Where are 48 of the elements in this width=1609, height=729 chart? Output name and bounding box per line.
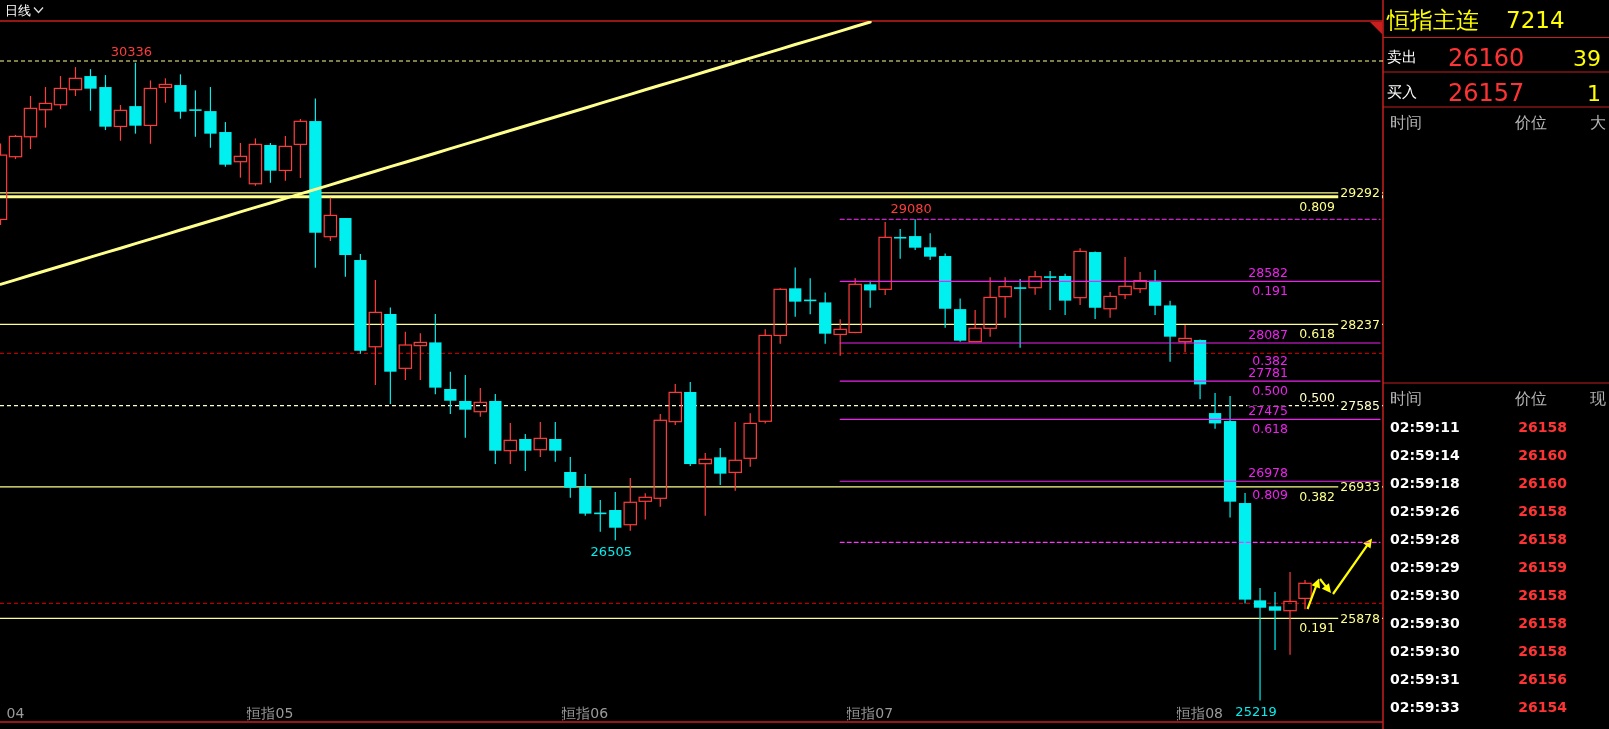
series-label: 28087 [1248,327,1288,343]
text: 39 [1573,46,1601,71]
text: 买入 [1387,83,1417,101]
annotation: 0.500 [1252,383,1289,399]
text: 02:59:33 26154 [1390,698,1568,715]
text: 02:59:30 26158 [1390,642,1567,659]
text: 02:59:30 26158 [1390,614,1567,631]
series-label: 27475 [1248,403,1288,419]
annotation: 0.809 [1252,487,1289,503]
text: 1 [1587,81,1601,106]
annotation: 25219 [1235,704,1277,720]
annotation: 29080 [890,200,932,216]
text: 价位 [1514,389,1547,408]
annotation: 0.191 [1252,283,1288,299]
text: 恒指主连 [1386,7,1479,33]
chart-title: 日线 [5,3,31,18]
annotation: 0.500 [1299,389,1336,405]
text: 02:59:14 26160 [1390,446,1568,463]
text: 大 [1590,113,1606,132]
text: 02:59:30 26158 [1390,586,1567,603]
text: 7214 [1506,7,1565,33]
text: 02:59:18 26160 [1390,474,1568,491]
annotation: 0.618 [1252,421,1289,437]
text: 时间 [1390,113,1422,132]
x-tick-label: 恒指06 [561,705,609,721]
text: 02:59:29 26159 [1390,558,1567,575]
x-tick-label: 恒指08 [1176,705,1223,721]
x-tick-label: 恒指05 [246,705,294,721]
text: 现 [1590,389,1606,408]
text: 02:59:26 26158 [1390,502,1567,519]
annotation: 26505 [590,544,632,560]
annotation: 0.191 [1299,620,1335,636]
annotation: 0.809 [1299,198,1336,214]
text: 02:59:28 26158 [1390,530,1567,547]
text: 价位 [1514,113,1547,132]
annotation: 0.382 [1299,488,1335,504]
annotation: 30336 [110,44,153,60]
text: 卖出 [1387,48,1417,66]
text: 26160 [1448,44,1525,72]
x-tick-label: 恒指07 [846,705,894,721]
series-label: 26978 [1248,465,1289,481]
text: 02:59:11 26158 [1390,418,1567,435]
text: 26157 [1448,79,1525,107]
annotation: 0.618 [1299,326,1336,342]
text: 02:59:31 26156 [1390,670,1567,687]
x-tick-label: 04 [6,705,25,721]
series-label: 28582 [1248,265,1288,281]
text: 时间 [1390,389,1422,408]
